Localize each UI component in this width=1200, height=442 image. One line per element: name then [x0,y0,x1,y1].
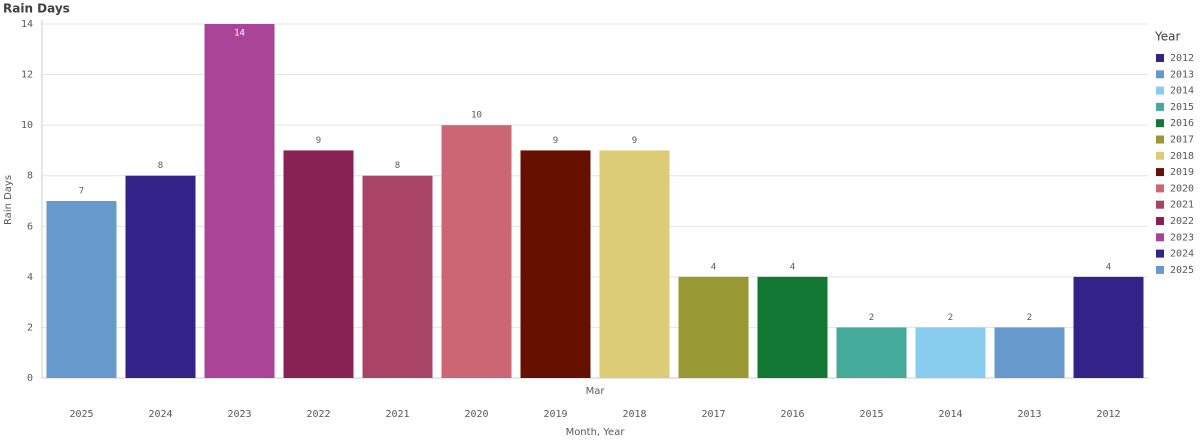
bar [757,276,828,378]
y-tick-label: 14 [21,19,33,30]
legend-label: 2024 [1170,249,1194,260]
bar [125,175,196,378]
legend-swatch [1156,265,1164,274]
value-label: 9 [553,136,558,146]
legend-swatch [1156,217,1164,225]
bar [46,201,117,378]
bar [520,150,591,378]
y-tick-label: 2 [27,322,33,333]
y-tick-label: 6 [27,221,33,232]
value-label: 8 [395,161,400,171]
value-label: 8 [158,161,163,171]
x-tick-label: 2018 [622,409,646,420]
bar [1073,276,1144,378]
legend-swatch [1156,119,1164,128]
bar [204,24,275,378]
value-label: 4 [711,262,716,272]
value-label: 2 [1027,313,1032,323]
value-label: 14 [234,29,245,39]
x-tick-label: 2020 [464,409,488,420]
legend-label: 2018 [1170,151,1194,162]
bar [994,327,1065,378]
bar [362,175,433,378]
bar [836,327,907,378]
legend-title: Year [1154,30,1180,44]
value-label: 2 [948,313,953,323]
value-label: 4 [790,262,795,272]
value-label: 9 [316,136,321,146]
legend-label: 2016 [1170,118,1194,129]
bar [599,150,670,378]
legend-label: 2025 [1170,265,1194,276]
x-axis-label: Month, Year [566,427,626,438]
legend-label: 2022 [1170,216,1194,227]
y-tick-label: 10 [21,120,33,131]
legend-label: 2021 [1170,200,1194,211]
x-tick-label: 2019 [543,409,567,420]
legend-label: 2020 [1170,183,1194,194]
legend-swatch [1156,151,1164,160]
legend-label: 2014 [1170,86,1194,97]
x-group-label: Mar [586,386,606,397]
y-axis-label: Rain Days [3,175,14,225]
legend-swatch [1156,70,1164,79]
x-tick-label: 2015 [859,409,883,420]
legend-swatch [1156,86,1164,95]
y-tick-label: 0 [27,373,33,384]
y-tick-label: 4 [27,272,33,283]
legend-swatch [1156,102,1164,111]
legend-label: 2017 [1170,135,1194,146]
y-tick-label: 12 [21,70,33,81]
x-tick-label: 2024 [148,409,172,420]
legend-label: 2012 [1170,53,1194,64]
x-tick-label: 2021 [385,409,409,420]
value-label: 7 [79,187,84,197]
legend-swatch [1156,184,1164,193]
x-tick-label: 2022 [306,409,330,420]
bar [441,125,512,379]
x-tick-label: 2025 [69,409,93,420]
value-label: 2 [869,313,874,323]
value-label: 4 [1106,262,1111,272]
legend-swatch [1156,200,1164,209]
legend-label: 2015 [1170,102,1194,113]
legend-swatch [1156,168,1164,177]
x-tick-label: 2023 [227,409,251,420]
x-tick-label: 2014 [938,409,962,420]
value-label: 10 [471,111,482,121]
bar [915,327,986,378]
legend-label: 2013 [1170,69,1194,80]
chart-title: Rain Days [3,2,70,16]
y-tick-label: 8 [27,171,33,182]
value-label: 9 [632,136,637,146]
x-tick-label: 2017 [701,409,725,420]
bar [678,276,749,378]
x-tick-label: 2012 [1096,409,1120,420]
legend-label: 2023 [1170,232,1194,243]
x-tick-label: 2013 [1017,409,1041,420]
legend-swatch [1156,135,1164,144]
legend-label: 2019 [1170,167,1194,178]
legend-swatch [1156,233,1164,242]
x-tick-label: 2016 [780,409,804,420]
legend-swatch [1156,54,1164,62]
bar [283,150,354,378]
legend-swatch [1156,249,1164,258]
